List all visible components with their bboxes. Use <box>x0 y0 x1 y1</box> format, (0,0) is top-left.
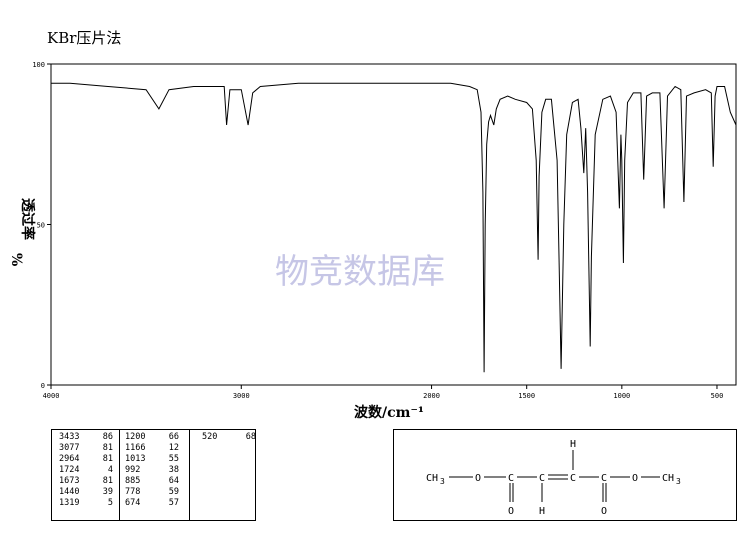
peak-row: 1200 66 <box>125 432 179 443</box>
x-axis-label: 波数/cm⁻¹ <box>354 404 424 420</box>
peak-transmittance: 55 <box>168 454 179 464</box>
peak-row: 2964 81 <box>59 454 113 465</box>
peak-row: 520 68 <box>202 432 256 443</box>
y-tick-label: 100 <box>32 61 45 69</box>
atom-c2: C <box>539 473 545 484</box>
y-tick-label: 50 <box>37 222 45 230</box>
atom-ch3-left-sub: 3 <box>440 477 445 486</box>
peak-wavenumber: 520 <box>202 432 218 442</box>
peak-wavenumber: 3433 <box>59 432 80 442</box>
peak-wavenumber: 2964 <box>59 454 80 464</box>
peak-transmittance: 5 <box>107 498 113 508</box>
peak-wavenumber: 1673 <box>59 476 80 486</box>
method-label: KBr压片法 <box>47 29 122 47</box>
atom-ch3-left: CH <box>426 473 438 484</box>
peak-column-1: 3433 86 3077 81 2964 81 1724 4 1673 81 1440 39 1319 5 <box>59 430 113 522</box>
atom-carbonyl-o2: O <box>601 506 607 517</box>
peak-transmittance: 81 <box>102 454 113 464</box>
x-tick-label: 1500 <box>518 392 535 400</box>
peak-transmittance: 39 <box>102 487 113 497</box>
spectrum-line <box>51 82 737 373</box>
structure-box: CH 3 O C O C H C H C O O CH <box>393 429 737 521</box>
peak-row: 778 59 <box>125 487 179 498</box>
plot-frame <box>50 63 737 386</box>
peak-row: 3077 81 <box>59 443 113 454</box>
peak-transmittance: 81 <box>102 443 113 453</box>
peak-transmittance: 68 <box>245 432 256 442</box>
peak-column-3: 520 68 <box>202 430 256 522</box>
peak-row: 1440 39 <box>59 487 113 498</box>
atom-h-top: H <box>570 439 576 450</box>
atom-carbonyl-o1: O <box>508 506 514 517</box>
peak-row: 885 64 <box>125 476 179 487</box>
peak-wavenumber: 1013 <box>125 454 146 464</box>
peak-row: 1673 81 <box>59 476 113 487</box>
y-axis-label: 透过率 <box>19 198 36 240</box>
x-tick-label: 500 <box>711 392 724 400</box>
peak-column-divider <box>189 430 190 520</box>
peak-transmittance: 86 <box>102 432 113 442</box>
peak-wavenumber: 3077 <box>59 443 80 453</box>
peak-transmittance: 57 <box>168 498 179 508</box>
watermark: 物竞数据库 <box>275 252 445 292</box>
peak-column-2: 1200 66 1166 12 1013 55 992 38 885 64 778 59 674 57 <box>125 430 179 522</box>
peak-row: 992 38 <box>125 465 179 476</box>
peak-transmittance: 59 <box>168 487 179 497</box>
peak-transmittance: 66 <box>168 432 179 442</box>
peak-transmittance: 38 <box>168 465 179 475</box>
peak-transmittance: 12 <box>168 443 179 453</box>
atom-ch3-right: CH <box>662 473 674 484</box>
peak-transmittance: 81 <box>102 476 113 486</box>
peak-row: 1013 55 <box>125 454 179 465</box>
atom-c4: C <box>601 473 607 484</box>
ir-spectrum-chart: 物竞数据库 0 50 100 4000 3000 2000 1500 1000 500 波数/… <box>8 61 737 420</box>
x-tick-label: 2000 <box>423 392 440 400</box>
peak-row: 1724 4 <box>59 465 113 476</box>
peak-wavenumber: 992 <box>125 465 141 475</box>
peak-wavenumber: 778 <box>125 487 141 497</box>
peak-wavenumber: 1200 <box>125 432 146 442</box>
x-tick-label: 1000 <box>613 392 630 400</box>
peak-row: 674 57 <box>125 498 179 509</box>
peak-wavenumber: 1166 <box>125 443 146 453</box>
peak-table: 3433 86 3077 81 2964 81 1724 4 1673 81 1440 39 1319 5… <box>51 429 256 521</box>
x-tick-label: 4000 <box>43 392 60 400</box>
y-axis-unit: % <box>8 253 24 266</box>
peak-wavenumber: 1440 <box>59 487 80 497</box>
peak-wavenumber: 885 <box>125 476 141 486</box>
atom-ch3-right-sub: 3 <box>676 477 681 486</box>
peak-wavenumber: 674 <box>125 498 141 508</box>
atom-h-bottom: H <box>539 506 545 517</box>
atom-c1: C <box>508 473 514 484</box>
peak-transmittance: 64 <box>168 476 179 486</box>
atom-o-left: O <box>475 473 481 484</box>
peak-transmittance: 4 <box>107 465 113 475</box>
peak-row: 1319 5 <box>59 498 113 509</box>
atom-o-right: O <box>632 473 638 484</box>
peak-wavenumber: 1319 <box>59 498 80 508</box>
peak-row: 1166 12 <box>125 443 179 454</box>
structure-diagram: CH 3 O C O C H C H C O O CH <box>426 439 681 517</box>
x-tick-label: 3000 <box>233 392 250 400</box>
peak-column-divider <box>119 430 120 520</box>
peak-wavenumber: 1724 <box>59 465 80 475</box>
y-tick-label: 0 <box>41 382 45 390</box>
peak-row: 3433 86 <box>59 432 113 443</box>
atom-c3: C <box>570 473 576 484</box>
